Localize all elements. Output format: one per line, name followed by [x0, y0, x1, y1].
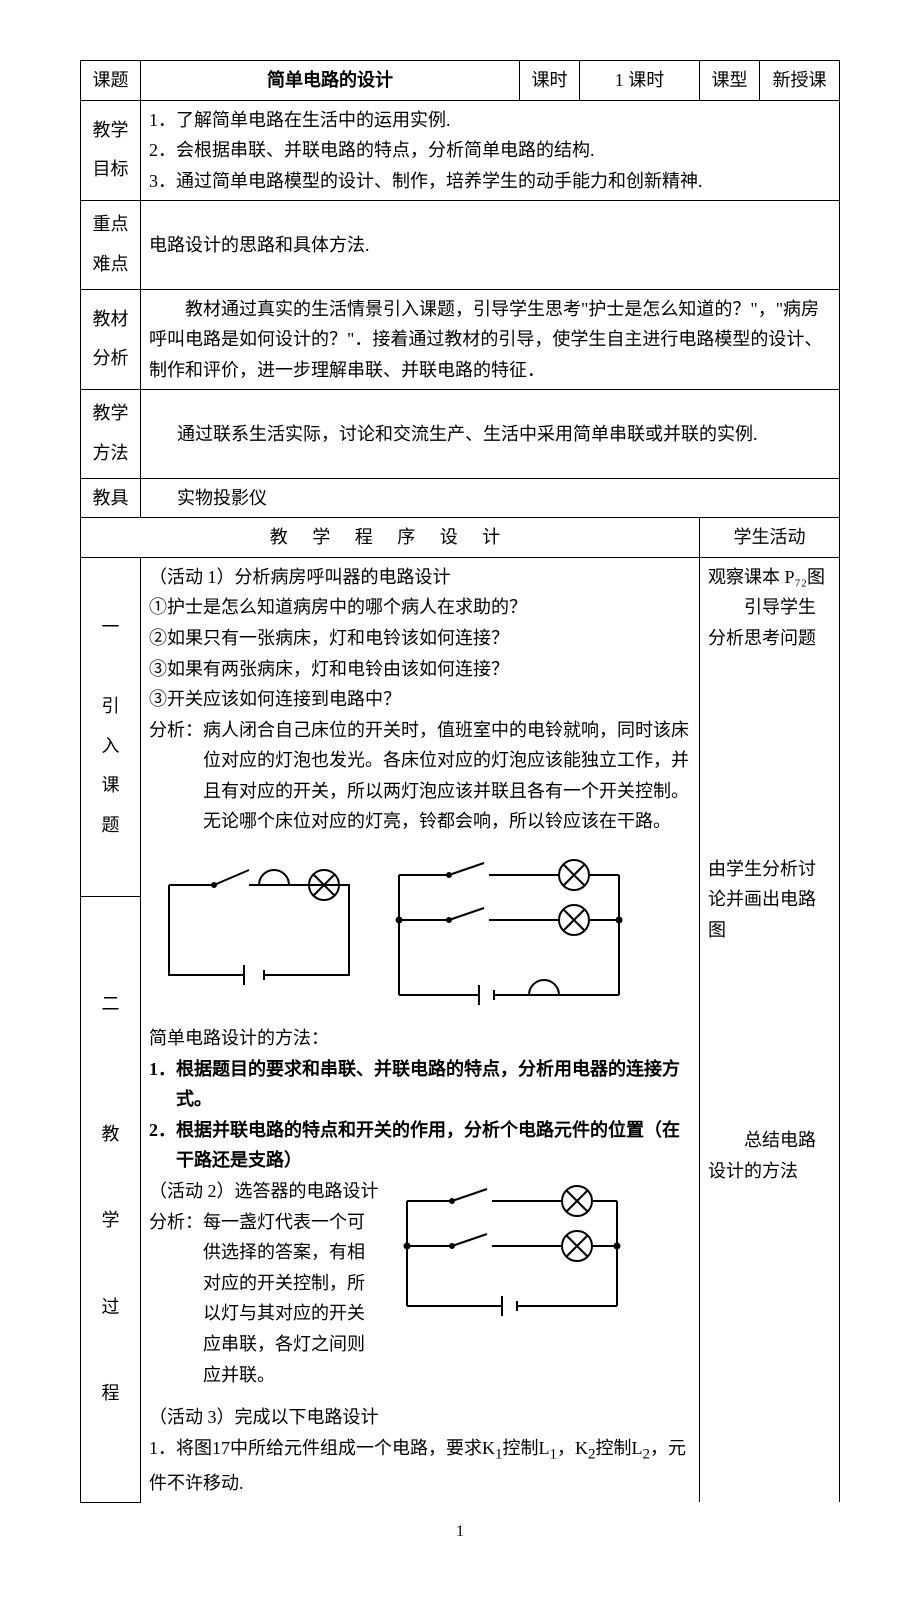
act2-analysis-text: 每一盏灯代表一个可供选择的答案，有相对应的开关控制，所以灯与其对应的开关应串联，… — [203, 1207, 379, 1391]
act3-title: （活动 3）完成以下电路设计 — [149, 1402, 691, 1433]
tools-content: 实物投影仪 — [141, 478, 840, 518]
type-value: 新授课 — [760, 61, 840, 101]
method-title: 简单电路设计的方法： — [149, 1023, 691, 1054]
circuit-diagram-3 — [387, 1176, 637, 1326]
lesson-plan-table: 课题 简单电路的设计 课时 1 课时 课型 新授课 教学目标 1．了解简单电路在… — [80, 60, 840, 1503]
student-act-3: 由学生分析讨论并画出电路图 — [708, 854, 831, 946]
act1-analysis-text: 病人闭合自己床位的开关时，值班室中的电铃就响，同时该床位对应的灯泡也发光。各床位… — [203, 715, 691, 837]
student-act-4: 总结电路设计的方法 — [708, 1125, 831, 1186]
circuit-diagram-1 — [149, 845, 369, 995]
act1-analysis-label: 分析： — [149, 715, 203, 837]
circuit-diagram-2 — [379, 845, 639, 1015]
method-1: 1． 根据题目的要求和串联、并联电路的特点，分析用电器的连接方式。 — [149, 1054, 691, 1115]
act1-q2: ②如果只有一张病床，灯和电铃该如何连接？ — [149, 623, 691, 654]
objective-1: 1．了解简单电路在生活中的运用实例. — [149, 105, 831, 136]
method-content: 通过联系生活实际，讨论和交流生产、生活中采用简单串联或并联的实例. — [141, 390, 840, 478]
act1-analysis: 分析： 病人闭合自己床位的开关时，值班室中的电铃就响，同时该床位对应的灯泡也发光… — [149, 715, 691, 837]
analysis-label: 教材分析 — [81, 289, 141, 390]
topic-label: 课题 — [81, 61, 141, 101]
act1-q4: ③开关应该如何连接到电路中？ — [149, 684, 691, 715]
objective-2: 2．会根据串联、并联电路的特点，分析简单电路的结构. — [149, 135, 831, 166]
keypoints-label: 重点难点 — [81, 201, 141, 289]
section-2-label: 二教学过程 — [81, 896, 141, 1502]
period-label: 课时 — [520, 61, 580, 101]
student-act-1: 观察课本 P₇₂图 — [708, 562, 831, 593]
page-number: 1 — [80, 1523, 840, 1541]
act3-item1: 1．将图17中所给元件组成一个电路，要求K1控制L1，K2控制L2，元件不许移动… — [149, 1433, 691, 1499]
type-label: 课型 — [700, 61, 760, 101]
act2-block: （活动 2）选答器的电路设计 分析： 每一盏灯代表一个可供选择的答案，有相对应的… — [149, 1176, 691, 1390]
act1-q3: ③如果有两张病床，灯和电铃由该如何连接？ — [149, 654, 691, 685]
objectives-label: 教学目标 — [81, 100, 141, 201]
period-value: 1 课时 — [580, 61, 700, 101]
section-1-label: 一引入课题 — [81, 557, 141, 896]
objective-3: 3．通过简单电路模型的设计、制作，培养学生的动手能力和创新精神. — [149, 166, 831, 197]
activity-label: 学生活动 — [700, 518, 840, 558]
keypoints-content: 电路设计的思路和具体方法. — [141, 201, 840, 289]
procedure-title: 教 学 程 序 设 计 — [81, 518, 700, 558]
analysis-content: 教材通过真实的生活情景引入课题，引导学生思考"护士是怎么知道的？"，"病房呼叫电… — [141, 289, 840, 390]
topic-value: 简单电路的设计 — [141, 61, 520, 101]
procedure-content: （活动 1）分析病房呼叫器的电路设计 ①护士是怎么知道病房中的哪个病人在求助的？… — [141, 557, 700, 1502]
method-label: 教学方法 — [81, 390, 141, 478]
act2-title: （活动 2）选答器的电路设计 — [149, 1176, 379, 1207]
student-act-2: 引导学生分析思考问题 — [708, 592, 831, 653]
act2-analysis-label: 分析： — [149, 1207, 203, 1391]
objectives-content: 1．了解简单电路在生活中的运用实例. 2．会根据串联、并联电路的特点，分析简单电… — [141, 100, 840, 201]
student-activity-col: 观察课本 P₇₂图 引导学生分析思考问题 由学生分析讨论并画出电路图 总结电路设… — [700, 557, 840, 1502]
circuit-diagrams — [149, 845, 691, 1015]
act1-title: （活动 1）分析病房呼叫器的电路设计 — [149, 562, 691, 593]
tools-label: 教具 — [81, 478, 141, 518]
method-2: 2． 根据并联电路的特点和开关的作用，分析个电路元件的位置（在干路还是支路） — [149, 1115, 691, 1176]
act1-q1: ①护士是怎么知道病房中的哪个病人在求助的？ — [149, 592, 691, 623]
act2-analysis: 分析： 每一盏灯代表一个可供选择的答案，有相对应的开关控制，所以灯与其对应的开关… — [149, 1207, 379, 1391]
